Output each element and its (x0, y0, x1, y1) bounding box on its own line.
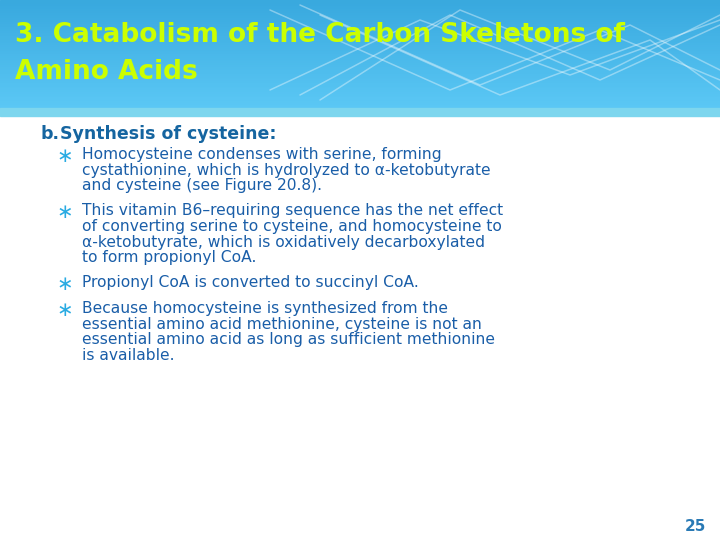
Bar (0, 95, 720, 97)
Bar (0, 104, 720, 106)
Bar (0, 100, 720, 103)
Bar (0, 9, 720, 11)
Bar (0, 63, 720, 65)
Bar (0, 66, 720, 69)
Bar (0, 37, 720, 39)
Bar (0, 98, 720, 101)
Bar (0, 19, 720, 22)
Text: Because homocysteine is synthesized from the: Because homocysteine is synthesized from… (82, 301, 448, 316)
Bar (0, 87, 720, 90)
Bar (0, 0, 720, 2)
Text: This vitamin B6–requiring sequence has the net effect: This vitamin B6–requiring sequence has t… (82, 204, 503, 219)
Bar (0, 6, 720, 9)
Bar (0, 17, 720, 20)
Bar (0, 1, 720, 4)
Text: Propionyl CoA is converted to succinyl CoA.: Propionyl CoA is converted to succinyl C… (82, 275, 419, 291)
Text: is available.: is available. (82, 348, 174, 362)
Bar (0, 23, 720, 25)
Text: 3. Catabolism of the Carbon Skeletons of: 3. Catabolism of the Carbon Skeletons of (15, 22, 625, 48)
Text: ∗: ∗ (57, 147, 73, 166)
Bar (0, 108, 720, 116)
Bar (0, 116, 720, 540)
Bar (0, 30, 720, 32)
Bar (0, 39, 720, 42)
Bar (0, 16, 720, 18)
Bar (0, 26, 720, 29)
Bar (0, 41, 720, 43)
Bar (0, 73, 720, 76)
Text: essential amino acid as long as sufficient methionine: essential amino acid as long as sufficie… (82, 332, 495, 347)
Bar (0, 102, 720, 104)
Bar (0, 80, 720, 83)
Bar (0, 91, 720, 93)
Bar (0, 25, 720, 27)
Text: Homocysteine condenses with serine, forming: Homocysteine condenses with serine, form… (82, 147, 441, 162)
Bar (0, 36, 720, 38)
Bar (0, 70, 720, 72)
Bar (0, 79, 720, 81)
Text: ∗: ∗ (57, 275, 73, 294)
Bar (0, 68, 720, 70)
Bar (0, 28, 720, 31)
Bar (0, 33, 720, 36)
Bar (0, 90, 720, 92)
Text: b.: b. (40, 125, 59, 143)
Text: Amino Acids: Amino Acids (15, 59, 198, 85)
Bar (0, 53, 720, 56)
Text: of converting serine to cysteine, and homocysteine to: of converting serine to cysteine, and ho… (82, 219, 502, 234)
Bar (0, 64, 720, 66)
Bar (0, 60, 720, 63)
Bar (0, 21, 720, 23)
Bar (0, 84, 720, 86)
Bar (0, 44, 720, 47)
Bar (0, 43, 720, 45)
Bar (0, 59, 720, 61)
Text: cystathionine, which is hydrolyzed to α-ketobutyrate: cystathionine, which is hydrolyzed to α-… (82, 163, 490, 178)
Bar (0, 48, 720, 50)
Text: Synthesis of cysteine:: Synthesis of cysteine: (60, 125, 276, 143)
Bar (0, 50, 720, 52)
Text: ∗: ∗ (57, 204, 73, 222)
Bar (0, 75, 720, 77)
Bar (0, 32, 720, 34)
Bar (0, 52, 720, 54)
Bar (0, 77, 720, 79)
Bar (0, 55, 720, 58)
Bar (0, 71, 720, 74)
Bar (0, 106, 720, 108)
Text: α-ketobutyrate, which is oxidatively decarboxylated: α-ketobutyrate, which is oxidatively dec… (82, 234, 485, 249)
Bar (0, 3, 720, 5)
Bar (0, 57, 720, 59)
Bar (0, 12, 720, 15)
Bar (0, 93, 720, 96)
Text: ∗: ∗ (57, 301, 73, 320)
Bar (0, 10, 720, 12)
Text: 25: 25 (685, 519, 706, 534)
Bar (0, 82, 720, 85)
Bar (0, 86, 720, 88)
Text: essential amino acid methionine, cysteine is not an: essential amino acid methionine, cystein… (82, 316, 482, 332)
Bar (0, 46, 720, 49)
Text: to form propionyl CoA.: to form propionyl CoA. (82, 250, 256, 265)
Bar (0, 5, 720, 7)
Bar (0, 97, 720, 99)
Text: and cysteine (see Figure 20.8).: and cysteine (see Figure 20.8). (82, 178, 322, 193)
Bar (0, 14, 720, 16)
